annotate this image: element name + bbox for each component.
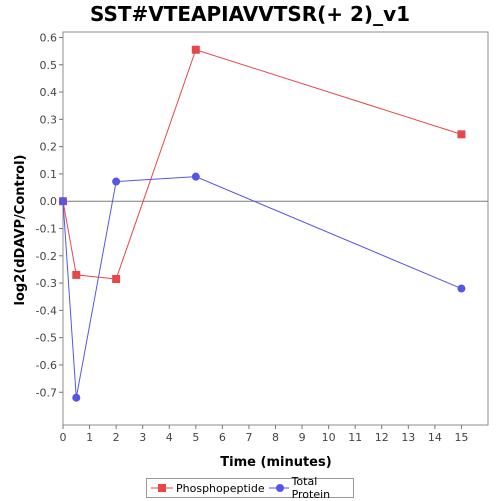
plot-area: [62, 31, 489, 426]
x-tick-label: 11: [348, 431, 362, 444]
x-tick-label: 2: [113, 431, 120, 444]
data-point: [112, 274, 121, 283]
x-tick-label: 8: [272, 431, 279, 444]
data-point: [457, 130, 466, 139]
chart-title: SST#VTEAPIAVVTSR(+ 2)_v1: [89, 2, 411, 26]
x-tick-label: 4: [166, 431, 173, 444]
data-point: [72, 393, 81, 402]
y-tick-label: -0.4: [36, 304, 57, 317]
y-tick-label: -0.6: [36, 359, 57, 372]
y-axis-label: log2(dDAVP/Control): [13, 155, 28, 306]
x-tick-label: 0: [60, 431, 67, 444]
x-tick-label: 14: [428, 431, 442, 444]
y-tick-label: 0.3: [40, 113, 58, 126]
x-tick-label: 9: [299, 431, 306, 444]
y-tick-label: 0.2: [40, 141, 58, 154]
legend-item-total-protein: Total Protein: [268, 475, 353, 501]
legend-label: Total Protein: [291, 475, 331, 501]
data-point: [191, 45, 200, 54]
data-point: [457, 284, 466, 293]
y-tick-label: -0.3: [36, 277, 57, 290]
y-tick-label: -0.1: [36, 223, 57, 236]
x-tick-label: 12: [375, 431, 389, 444]
legend-label: Phosphopeptide: [176, 481, 265, 495]
circle-marker-icon: [268, 484, 289, 492]
x-tick-label: 1: [86, 431, 93, 444]
axes: -0.7 -0.6 -0.5 -0.4 -0.3 -0.2 -0.1 0.0 0.1 0.2 0.3…: [36, 31, 489, 444]
y-tick-label: 0.5: [40, 59, 58, 72]
x-tick-label: 5: [192, 431, 199, 444]
y-tick-label: 0.4: [40, 86, 58, 99]
y-tick-label: 0.1: [40, 168, 58, 181]
data-point: [72, 270, 81, 279]
x-tick-label: 7: [245, 431, 252, 444]
x-tick-label: 3: [139, 431, 146, 444]
square-marker-icon: [151, 484, 173, 492]
series-layer: [59, 45, 466, 402]
data-point: [191, 172, 200, 181]
x-tick-label: 10: [322, 431, 336, 444]
y-tick-label: -0.5: [36, 332, 57, 345]
y-tick-label: -0.2: [36, 250, 57, 263]
y-tick-label: 0.6: [40, 31, 58, 44]
data-point: [112, 177, 121, 186]
x-axis-label: Time (minutes): [220, 455, 331, 470]
legend-item-phosphopeptide: Phosphopeptide: [151, 482, 265, 495]
y-tick-label: 0.0: [40, 195, 58, 208]
data-point: [59, 197, 67, 206]
y-tick-label: -0.7: [36, 386, 57, 399]
x-tick-label: 6: [219, 431, 226, 444]
x-tick-label: 13: [401, 431, 415, 444]
x-tick-label: 15: [454, 431, 468, 444]
legend: Phosphopeptide Total Protein: [146, 475, 354, 501]
